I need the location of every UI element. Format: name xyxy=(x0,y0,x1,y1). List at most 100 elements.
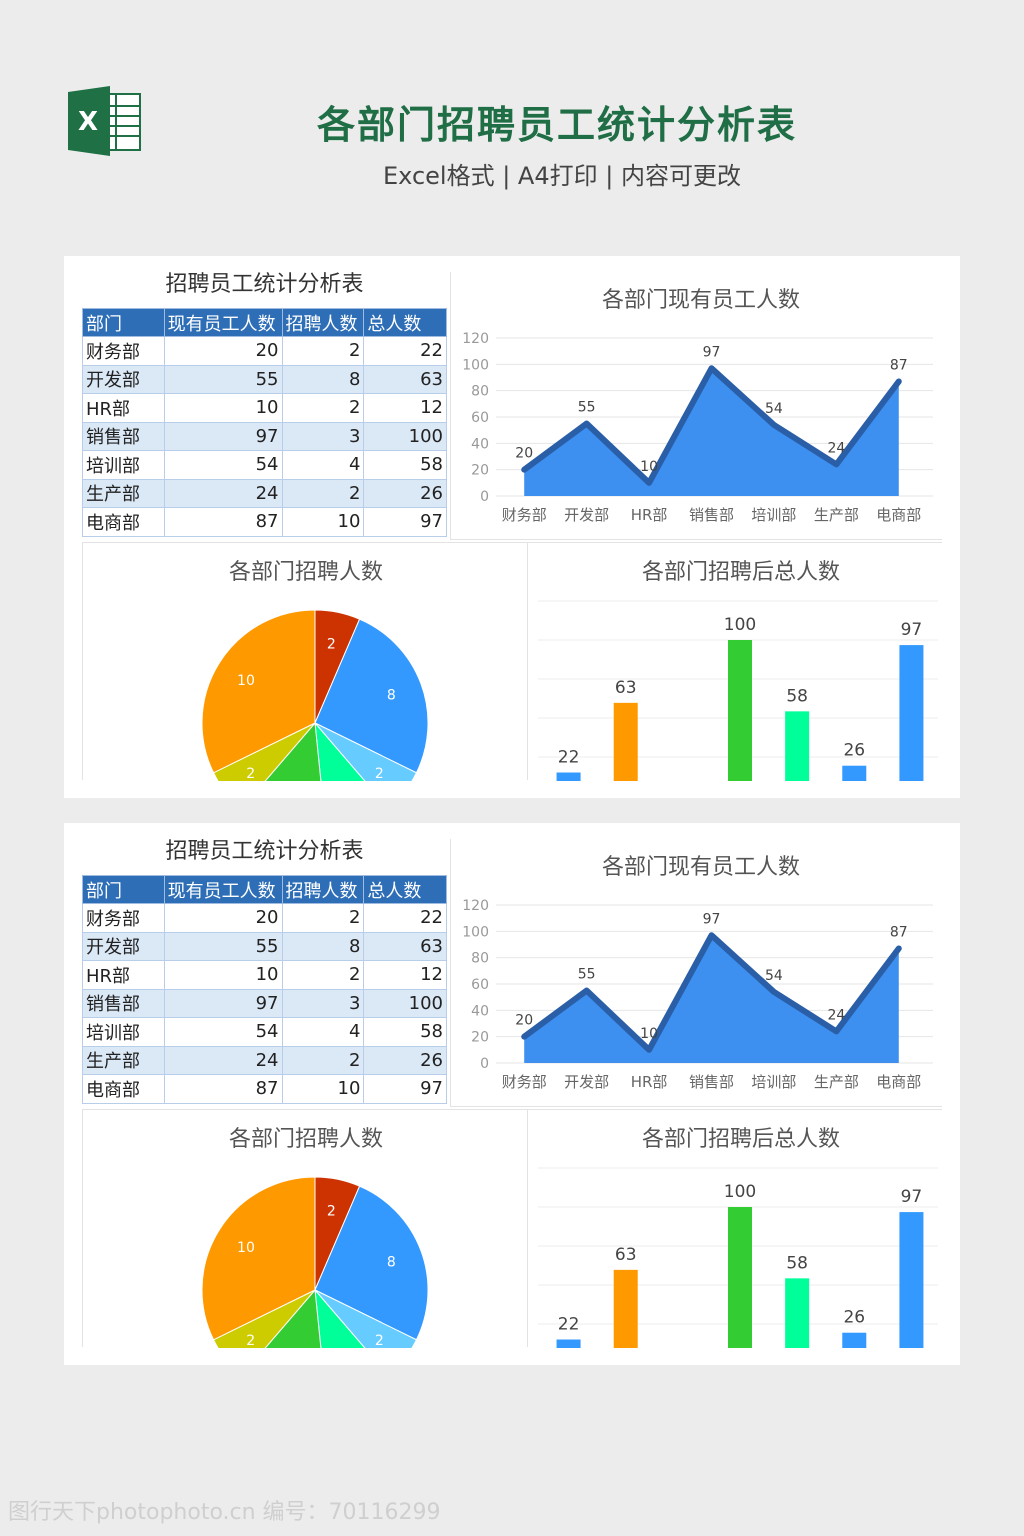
dept-cell: 培训部 xyxy=(82,1017,165,1047)
dept-cell: 生产部 xyxy=(82,1045,165,1075)
current-cell: 87 xyxy=(163,1074,283,1104)
recruit-cell: 2 xyxy=(281,903,365,933)
data-label: 97 xyxy=(703,344,721,360)
dept-cell: 开发部 xyxy=(82,931,165,961)
chart-title: 各部门招聘后总人数 xyxy=(642,560,840,585)
recruit-cell: 8 xyxy=(281,931,365,961)
column-header: 招聘人数 xyxy=(281,308,365,337)
recruit-pie-chart: 各部门招聘人数28234210 xyxy=(82,542,528,837)
slice-label: 8 xyxy=(387,1255,396,1271)
stats-table-panel: 招聘员工统计分析表 部门 现有员工人数 招聘人数 总人数 财务部 20 2 22 开发… xyxy=(82,268,447,537)
bar xyxy=(728,1207,752,1348)
current-cell: 87 xyxy=(163,507,283,537)
slice-label: 2 xyxy=(246,766,255,781)
table-row: 开发部 55 8 63 xyxy=(82,364,447,394)
x-tick-label: 生产部 xyxy=(814,1073,859,1091)
bar xyxy=(899,1212,924,1348)
table-row: HR部 10 2 12 xyxy=(82,393,447,423)
total-cell: 22 xyxy=(363,336,447,366)
table-title: 招聘员工统计分析表 xyxy=(165,272,364,297)
dept-cell: 销售部 xyxy=(82,421,165,451)
data-label: 10 xyxy=(640,1026,658,1042)
total-cell: 63 xyxy=(363,931,447,961)
svg-text:X: X xyxy=(78,107,98,137)
data-label: 10 xyxy=(640,459,658,475)
slice-label: 10 xyxy=(237,673,255,689)
pie-slice xyxy=(201,609,316,774)
total-cell: 12 xyxy=(363,393,447,423)
slice-label: 2 xyxy=(375,1333,384,1348)
recruit-cell: 3 xyxy=(281,988,365,1018)
data-label: 58 xyxy=(786,686,808,706)
bar xyxy=(842,765,867,781)
area-line xyxy=(521,932,902,1053)
bar xyxy=(613,1269,638,1348)
table-row: HR部 10 2 12 xyxy=(82,960,447,990)
y-tick-label: 100 xyxy=(462,924,489,940)
recruit-pie-chart: 各部门招聘人数28234210 xyxy=(82,1109,528,1404)
recruit-cell: 2 xyxy=(281,960,365,990)
stats-table-panel: 招聘员工统计分析表 部门 现有员工人数 招聘人数 总人数 财务部 20 2 22 开发… xyxy=(82,835,447,1104)
dept-cell: 销售部 xyxy=(82,988,165,1018)
pie-slice xyxy=(201,1176,316,1341)
y-tick-label: 40 xyxy=(471,1003,489,1019)
column-header: 部门 xyxy=(82,875,165,904)
dept-cell: HR部 xyxy=(82,960,165,990)
column-header: 总人数 xyxy=(363,875,447,904)
data-label: 54 xyxy=(765,968,783,984)
recruit-cell: 10 xyxy=(281,507,365,537)
bar xyxy=(728,640,752,781)
table-row: 生产部 24 2 26 xyxy=(82,1045,447,1075)
recruit-cell: 4 xyxy=(281,1017,365,1047)
x-tick-label: 培训部 xyxy=(751,1073,796,1091)
pie-slice xyxy=(314,1185,429,1341)
total-bar-chart: 各部门招聘后总人数 22 63 100 58 26 97 xyxy=(528,1109,942,1348)
slice-label: 8 xyxy=(387,688,396,704)
x-tick-label: HR部 xyxy=(631,506,668,524)
sheet-preview-1: 招聘员工统计分析表 部门 现有员工人数 招聘人数 总人数 财务部 20 2 22 开发… xyxy=(64,256,960,837)
data-label: 20 xyxy=(515,1013,533,1029)
chart-title: 各部门招聘人数 xyxy=(229,560,383,585)
dept-cell: 培训部 xyxy=(82,450,165,480)
current-cell: 20 xyxy=(163,336,283,366)
x-tick-label: 财务部 xyxy=(502,506,547,524)
table-row: 培训部 54 4 58 xyxy=(82,450,447,480)
current-cell: 97 xyxy=(163,421,283,451)
column-header: 现有员工人数 xyxy=(163,308,283,337)
current-cell: 20 xyxy=(163,903,283,933)
x-tick-label: 电商部 xyxy=(876,506,921,524)
column-header: 现有员工人数 xyxy=(163,875,283,904)
chart-title: 各部门现有员工人数 xyxy=(602,855,800,880)
x-tick-label: 电商部 xyxy=(876,1073,921,1091)
total-cell: 58 xyxy=(363,450,447,480)
employee-area-chart: 各部门现有员工人数 0 20 40 60 80 100 120 20 财务部 55 开发部 10 HR部 9… xyxy=(450,272,942,540)
y-tick-label: 40 xyxy=(471,436,489,452)
bar xyxy=(556,1339,581,1348)
total-cell: 97 xyxy=(363,507,447,537)
x-tick-label: HR部 xyxy=(631,1073,668,1091)
chart-title: 各部门现有员工人数 xyxy=(602,288,800,313)
table-row: 销售部 97 3 100 xyxy=(82,988,447,1018)
current-cell: 10 xyxy=(163,960,283,990)
bar xyxy=(785,1278,810,1348)
y-tick-label: 120 xyxy=(462,898,489,914)
current-cell: 24 xyxy=(163,1045,283,1075)
table-row: 生产部 24 2 26 xyxy=(82,478,447,508)
current-cell: 97 xyxy=(163,988,283,1018)
data-label: 20 xyxy=(515,446,533,462)
total-cell: 100 xyxy=(363,988,447,1018)
y-tick-label: 20 xyxy=(471,1030,489,1046)
total-cell: 97 xyxy=(363,1074,447,1104)
data-label: 63 xyxy=(615,678,637,698)
y-tick-label: 20 xyxy=(471,463,489,479)
current-cell: 54 xyxy=(163,1017,283,1047)
data-label: 63 xyxy=(615,1245,637,1265)
total-cell: 63 xyxy=(363,364,447,394)
x-tick-label: 销售部 xyxy=(689,506,734,524)
column-header: 部门 xyxy=(82,308,165,337)
slice-label: 2 xyxy=(327,1203,336,1219)
pie-slice xyxy=(314,618,429,774)
x-tick-label: 生产部 xyxy=(814,506,859,524)
data-label: 58 xyxy=(786,1253,808,1273)
dept-cell: 电商部 xyxy=(82,1074,165,1104)
